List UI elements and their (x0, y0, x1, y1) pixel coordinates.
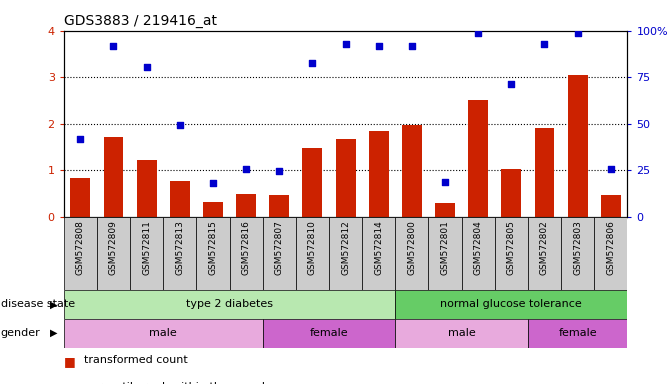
Bar (64, 290, 395, 319)
Text: female: female (310, 328, 348, 338)
Point (142, 64, 152, 70)
Bar (561, 217, 595, 290)
Text: ▶: ▶ (50, 328, 58, 338)
Bar (197, 217, 229, 290)
Text: GSM572810: GSM572810 (308, 220, 317, 275)
Point (174, 122, 185, 128)
Text: GSM572811: GSM572811 (142, 220, 151, 275)
Bar (269, 195, 289, 217)
Point (207, 180, 218, 187)
Bar (170, 180, 190, 217)
Point (473, 30, 484, 36)
Point (539, 41, 550, 47)
Bar (362, 217, 395, 290)
Text: transformed count: transformed count (84, 355, 188, 365)
Bar (296, 217, 329, 290)
Text: GSM572801: GSM572801 (441, 220, 450, 275)
Text: GSM572812: GSM572812 (341, 220, 350, 275)
Point (440, 179, 450, 185)
Bar (495, 217, 528, 290)
Bar (369, 131, 389, 217)
Bar (595, 217, 627, 290)
Text: GSM572807: GSM572807 (274, 220, 284, 275)
Text: ■: ■ (64, 355, 79, 368)
Bar (64, 217, 97, 290)
Bar (97, 217, 130, 290)
Bar (462, 217, 495, 290)
Text: percentile rank within the sample: percentile rank within the sample (84, 382, 272, 384)
Text: disease state: disease state (1, 299, 74, 310)
Bar (468, 99, 488, 217)
Text: GSM572806: GSM572806 (607, 220, 615, 275)
Text: male: male (448, 328, 476, 338)
Text: gender: gender (1, 328, 40, 338)
Text: GSM572809: GSM572809 (109, 220, 118, 275)
Bar (535, 127, 554, 217)
Bar (163, 217, 197, 290)
Bar (501, 169, 521, 217)
Text: female: female (558, 328, 597, 338)
Bar (262, 319, 395, 348)
Point (572, 30, 583, 36)
Text: ▶: ▶ (50, 299, 58, 310)
Text: GSM572815: GSM572815 (209, 220, 217, 275)
Bar (435, 203, 455, 217)
Bar (601, 195, 621, 217)
Bar (64, 319, 262, 348)
Bar (130, 217, 163, 290)
Text: GSM572804: GSM572804 (474, 220, 482, 275)
Text: GSM572816: GSM572816 (242, 220, 250, 275)
Point (241, 166, 252, 172)
Text: GSM572813: GSM572813 (175, 220, 185, 275)
Bar (336, 139, 356, 217)
Point (307, 60, 318, 66)
Point (108, 43, 119, 49)
Point (274, 168, 285, 174)
Point (605, 166, 616, 172)
Bar (429, 217, 462, 290)
Text: GSM572808: GSM572808 (76, 220, 85, 275)
Text: GSM572814: GSM572814 (374, 220, 383, 275)
Bar (395, 217, 429, 290)
Text: GSM572800: GSM572800 (407, 220, 417, 275)
Bar (568, 75, 588, 217)
Point (506, 81, 517, 87)
Text: normal glucose tolerance: normal glucose tolerance (440, 299, 582, 310)
Point (75, 136, 86, 142)
Bar (395, 290, 627, 319)
Text: GSM572805: GSM572805 (507, 220, 516, 275)
Bar (329, 217, 362, 290)
Bar (229, 217, 262, 290)
Bar (303, 148, 322, 217)
Text: GDS3883 / 219416_at: GDS3883 / 219416_at (64, 14, 217, 28)
Point (340, 41, 351, 47)
Bar (528, 319, 627, 348)
Bar (203, 202, 223, 217)
Text: GSM572802: GSM572802 (540, 220, 549, 275)
Point (373, 43, 384, 49)
Bar (236, 194, 256, 217)
Bar (103, 137, 123, 217)
Bar (528, 217, 561, 290)
Text: GSM572803: GSM572803 (573, 220, 582, 275)
Bar (395, 319, 528, 348)
Bar (262, 217, 296, 290)
Bar (70, 178, 91, 217)
Bar (402, 125, 422, 217)
Text: type 2 diabetes: type 2 diabetes (186, 299, 273, 310)
Point (407, 43, 417, 49)
Text: male: male (150, 328, 177, 338)
Text: ■: ■ (64, 382, 79, 384)
Bar (137, 160, 156, 217)
